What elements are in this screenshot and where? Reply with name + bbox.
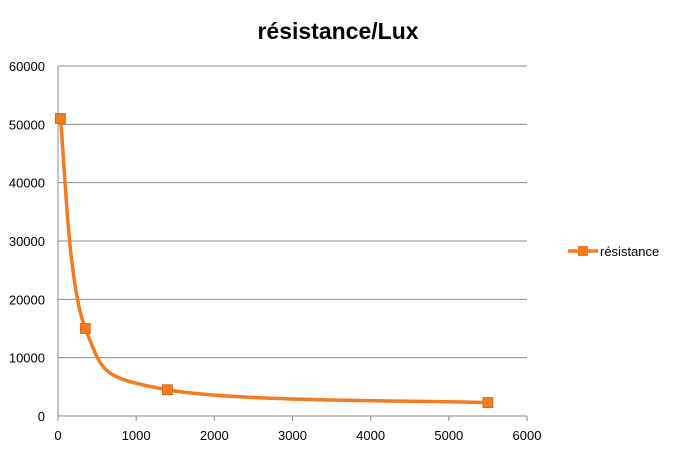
- legend-marker: [578, 246, 588, 256]
- x-tick-label: 6000: [513, 428, 542, 443]
- chart-title: résistance/Lux: [257, 18, 418, 44]
- y-tick-label: 10000: [9, 351, 45, 366]
- y-tick-label: 50000: [9, 117, 45, 132]
- data-point: [162, 384, 173, 396]
- series-line-0: [58, 116, 490, 405]
- x-tick-label: 5000: [434, 428, 463, 443]
- x-tick-label: 4000: [356, 428, 385, 443]
- data-point: [54, 113, 66, 124]
- legend-label: résistance: [600, 244, 659, 259]
- y-tick-label: 30000: [9, 234, 45, 249]
- x-tick-label: 2000: [200, 428, 229, 443]
- y-tick-label: 40000: [9, 176, 45, 191]
- y-tick-label: 20000: [9, 292, 45, 307]
- axes: 0 10000 20000 30000 40000 50000 60000 0 1000 2000…: [9, 59, 542, 443]
- plot-series: [54, 113, 494, 408]
- y-tick-label: 60000: [9, 59, 45, 74]
- data-point: [79, 323, 91, 334]
- y-tick-label: 0: [38, 409, 45, 424]
- x-tick-label: 1000: [122, 428, 151, 443]
- x-tick-label: 3000: [278, 428, 307, 443]
- gridlines: [58, 65, 527, 359]
- data-point: [482, 397, 494, 408]
- legend: résistance: [568, 244, 659, 259]
- x-tick-label: 0: [54, 428, 61, 443]
